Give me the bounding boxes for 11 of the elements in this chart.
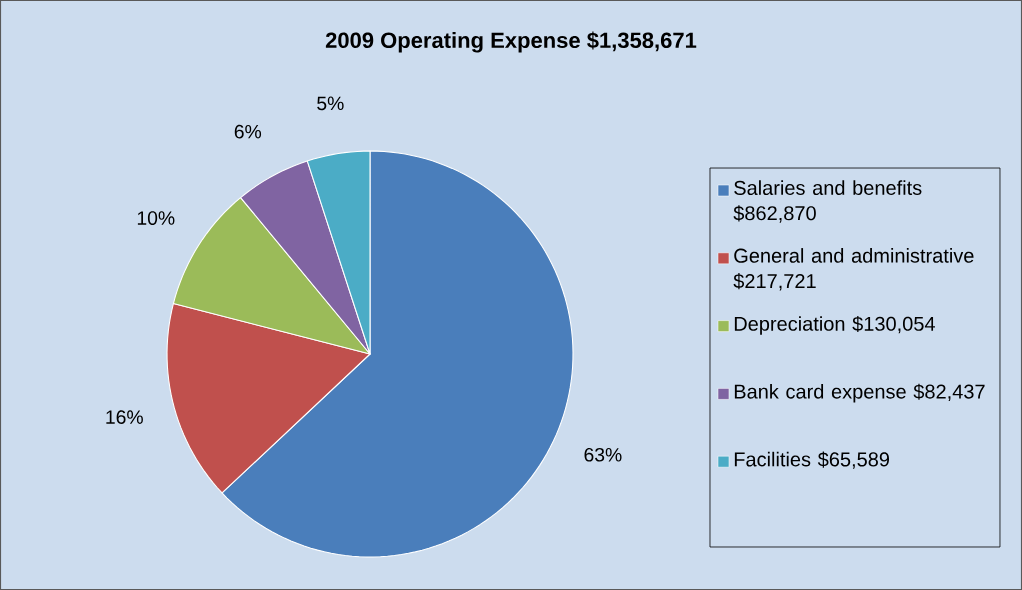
legend-label: Salaries and benefits $862,870 <box>733 180 922 223</box>
data-label: 63% <box>584 447 622 462</box>
data-label: 16% <box>106 410 143 424</box>
legend-label: General and administrative $217,721 <box>733 248 974 291</box>
legend-label: Depreciation $130,054 <box>734 315 935 335</box>
data-label: 10% <box>137 211 175 225</box>
legend-label: Facilities $65,589 <box>734 451 890 469</box>
chart-title: 2009 Operating Expense $1,358,671 <box>325 31 697 53</box>
data-label: 5% <box>317 96 344 111</box>
data-label: 6% <box>234 124 262 139</box>
legend-label: Bank card expense $82,437 <box>734 383 985 403</box>
